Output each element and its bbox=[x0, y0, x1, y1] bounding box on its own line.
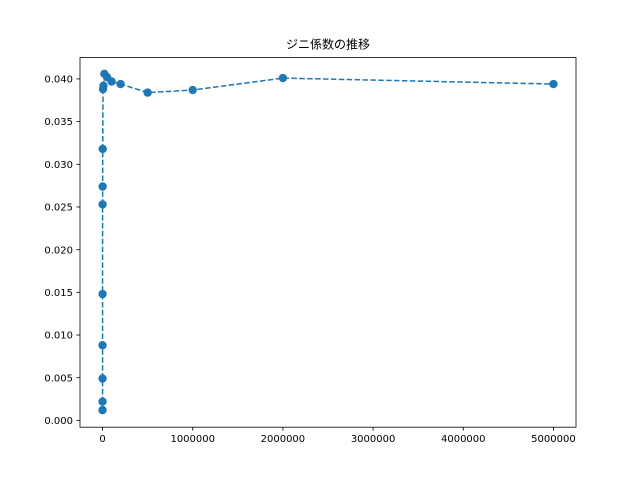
data-point bbox=[278, 73, 288, 83]
data-point bbox=[98, 182, 107, 191]
data-point bbox=[107, 77, 116, 86]
y-tick-label: 0.005 bbox=[44, 373, 73, 384]
y-tick-label: 0.010 bbox=[44, 331, 73, 342]
x-tick-label: 3000000 bbox=[351, 434, 396, 445]
y-tick-label: 0.035 bbox=[44, 117, 73, 128]
chart-title: ジニ係数の推移 bbox=[286, 37, 370, 52]
data-point bbox=[98, 341, 107, 350]
data-point bbox=[188, 85, 197, 95]
series-line bbox=[101, 71, 554, 411]
y-axis: 0.000 0.005 0.010 0.015 0.020 0.025 0.030 0.035… bbox=[44, 75, 80, 427]
plot-area bbox=[98, 69, 558, 415]
x-tick-label: 2000000 bbox=[261, 434, 306, 445]
data-point bbox=[98, 405, 107, 415]
data-point bbox=[98, 144, 107, 154]
x-tick-label: 5000000 bbox=[531, 434, 576, 445]
y-tick-label: 0.025 bbox=[44, 203, 73, 214]
y-tick-label: 0.020 bbox=[44, 245, 73, 256]
plot-frame bbox=[79, 57, 577, 428]
x-tick-label: 4000000 bbox=[441, 434, 486, 445]
x-axis: 0 1000000 2000000 3000000 4000000 5000000 bbox=[99, 427, 576, 445]
data-point bbox=[99, 81, 108, 90]
data-point bbox=[98, 397, 107, 406]
data-point bbox=[549, 79, 558, 89]
y-tick-label: 0.030 bbox=[44, 160, 73, 171]
y-tick-label: 0.040 bbox=[44, 75, 73, 86]
data-point bbox=[98, 374, 107, 383]
data-point bbox=[98, 289, 107, 299]
y-tick-label: 0.000 bbox=[44, 416, 73, 427]
x-tick-label: 1000000 bbox=[170, 434, 215, 445]
data-point bbox=[143, 88, 152, 97]
x-tick-label: 0 bbox=[99, 434, 105, 445]
y-tick-label: 0.015 bbox=[44, 288, 73, 299]
data-point bbox=[116, 79, 125, 89]
data-point bbox=[98, 200, 107, 209]
